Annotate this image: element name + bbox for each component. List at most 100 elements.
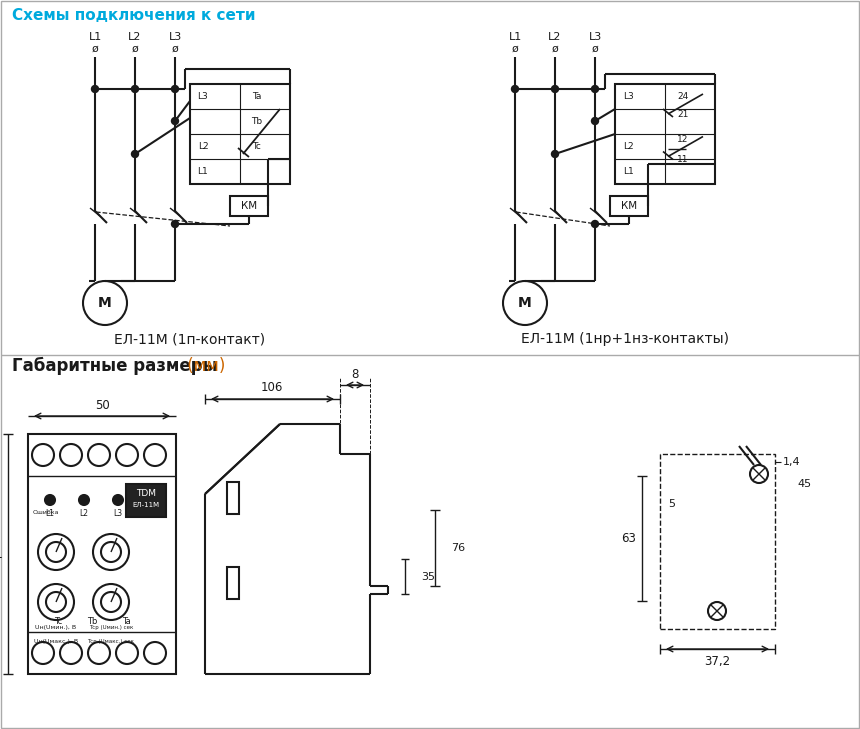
Text: Uн(Uмакс.), В: Uн(Uмакс.), В [34, 639, 78, 644]
Text: М: М [98, 296, 112, 310]
Bar [610, 196, 648, 216]
Circle shape [101, 592, 121, 612]
Circle shape [113, 495, 123, 505]
Text: (мм): (мм) [182, 357, 225, 375]
Bar [660, 454, 775, 629]
Text: L1: L1 [198, 167, 208, 176]
Text: Схемы подключения к сети: Схемы подключения к сети [12, 7, 255, 23]
Text: L1: L1 [508, 32, 522, 42]
Text: КМ: КМ [621, 201, 637, 211]
Text: L2: L2 [128, 32, 142, 42]
Text: L1: L1 [89, 32, 101, 42]
Text: 76: 76 [451, 543, 465, 553]
Circle shape [88, 642, 110, 664]
Text: 37,2: 37,2 [704, 655, 730, 668]
Circle shape [93, 584, 129, 620]
Text: 1,4: 1,4 [783, 457, 801, 467]
Text: L3: L3 [169, 32, 181, 42]
Text: Tср (Uмакс.) сек: Tср (Uмакс.) сек [88, 639, 134, 644]
Circle shape [708, 602, 726, 620]
Text: Tb: Tb [87, 617, 97, 625]
Text: М: М [518, 296, 531, 310]
Text: ЕЛ-11М: ЕЛ-11М [132, 502, 160, 508]
Text: 12: 12 [678, 134, 689, 144]
Circle shape [116, 444, 138, 466]
Text: ø: ø [132, 44, 138, 54]
Bar [28, 434, 176, 674]
Bar [227, 567, 239, 599]
Circle shape [503, 281, 547, 325]
Circle shape [592, 117, 599, 125]
Circle shape [144, 642, 166, 664]
Text: КМ: КМ [241, 201, 257, 211]
Text: L2: L2 [549, 32, 562, 42]
Text: TDM: TDM [136, 488, 156, 497]
Text: 5: 5 [668, 499, 675, 509]
Circle shape [60, 444, 82, 466]
Circle shape [551, 150, 558, 157]
Text: L3: L3 [114, 509, 123, 518]
Circle shape [101, 542, 121, 562]
Circle shape [38, 584, 74, 620]
Text: Uн(Uмин.), В: Uн(Uмин.), В [35, 625, 77, 630]
Text: 50: 50 [95, 399, 109, 411]
Circle shape [38, 534, 74, 570]
Text: Ta: Ta [121, 617, 131, 625]
Text: 63: 63 [622, 532, 636, 545]
Text: L1: L1 [46, 509, 54, 518]
Circle shape [171, 85, 179, 93]
Circle shape [93, 534, 129, 570]
Text: L1: L1 [623, 167, 633, 176]
Circle shape [171, 117, 179, 125]
Text: L2: L2 [79, 509, 89, 518]
Circle shape [132, 150, 138, 157]
Circle shape [60, 642, 82, 664]
Circle shape [750, 465, 768, 483]
Text: 24: 24 [678, 92, 689, 101]
Text: Tc: Tc [253, 142, 261, 151]
Bar [227, 482, 239, 514]
Bar [190, 84, 290, 184]
Text: ø: ø [551, 44, 558, 54]
Circle shape [512, 85, 519, 93]
Circle shape [551, 85, 558, 93]
Text: 8: 8 [352, 367, 359, 381]
Circle shape [32, 444, 54, 466]
Text: Tc: Tc [54, 617, 62, 625]
Text: L3: L3 [623, 92, 633, 101]
Circle shape [116, 642, 138, 664]
Circle shape [32, 642, 54, 664]
Text: 81: 81 [0, 547, 3, 561]
Circle shape [88, 444, 110, 466]
Circle shape [79, 495, 89, 505]
Text: L2: L2 [623, 142, 633, 151]
Text: 106: 106 [261, 381, 283, 394]
Bar [126, 484, 166, 517]
Circle shape [45, 495, 55, 505]
Text: ø: ø [92, 44, 98, 54]
Text: Ta: Ta [252, 92, 261, 101]
Bar [615, 84, 715, 184]
Text: ЕЛ-11М (1нр+1нз-контакты): ЕЛ-11М (1нр+1нз-контакты) [521, 332, 729, 346]
Text: L3: L3 [588, 32, 602, 42]
Text: 45: 45 [797, 479, 811, 489]
Text: 35: 35 [421, 572, 435, 582]
Circle shape [46, 592, 66, 612]
Text: Tb: Tb [251, 117, 262, 126]
Circle shape [144, 444, 166, 466]
Text: ø: ø [592, 44, 599, 54]
Circle shape [132, 85, 138, 93]
Circle shape [592, 85, 599, 93]
Text: ЕЛ-11М (1п-контакт): ЕЛ-11М (1п-контакт) [114, 332, 266, 346]
Bar [230, 196, 268, 216]
Text: 11: 11 [678, 155, 689, 163]
Text: ø: ø [512, 44, 519, 54]
Circle shape [91, 85, 99, 93]
Circle shape [83, 281, 127, 325]
Text: Tср (Uмин.) сек: Tср (Uмин.) сек [89, 625, 133, 630]
Text: ø: ø [172, 44, 178, 54]
Text: Ошибка: Ошибка [33, 510, 59, 515]
Circle shape [46, 542, 66, 562]
Circle shape [592, 220, 599, 227]
Text: 21: 21 [678, 109, 689, 119]
